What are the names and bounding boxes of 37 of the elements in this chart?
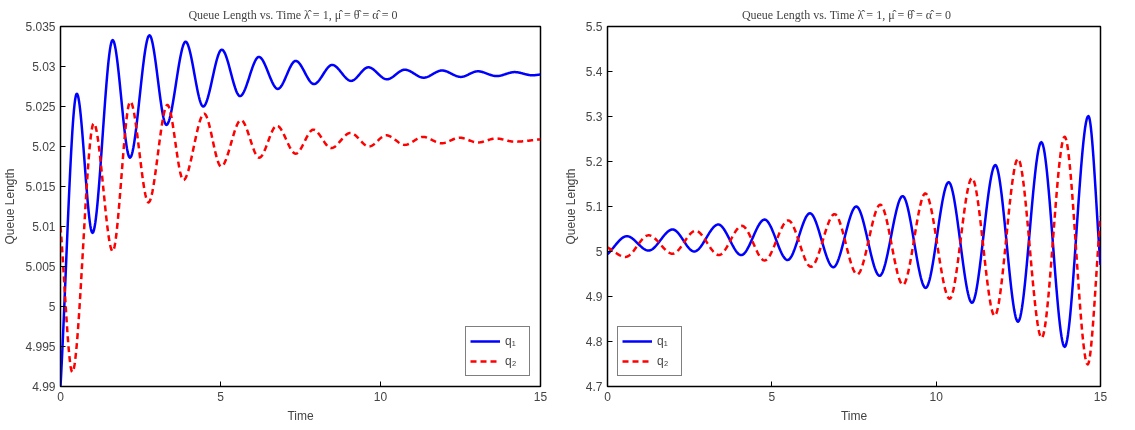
y-tick-label: 5.01 [32, 220, 56, 234]
x-tick-label: 10 [373, 389, 388, 404]
y-tick-label: 4.8 [585, 335, 603, 349]
y-tick-label: 5.02 [32, 140, 56, 154]
x-axis-title: Time [287, 408, 314, 423]
chart-title: Queue Length vs. Time λ̂ = 1, μ̂ = θ̂ = α̂ = 0 [741, 7, 951, 22]
legend-label: q₂ [657, 354, 670, 368]
y-axis-title: Queue Length [563, 168, 578, 245]
y-tick-label: 4.995 [25, 340, 56, 354]
y-tick-label: 5.005 [25, 260, 56, 274]
y-tick-label: 5.025 [25, 100, 56, 114]
x-tick-label: 15 [1093, 389, 1108, 404]
x-tick-label: 0 [57, 389, 65, 404]
y-tick-label: 5.2 [585, 155, 603, 169]
y-tick-label: 5.1 [585, 200, 603, 214]
legend-label: q₂ [505, 354, 518, 368]
y-tick-label: 4.9 [585, 290, 603, 304]
y-tick-label: 5.5 [585, 20, 603, 34]
chart-title: Queue Length vs. Time λ̂ = 1, μ̂ = θ̂ = α̂ = 0 [188, 7, 398, 22]
y-tick-label: 5.035 [25, 20, 56, 34]
x-axis-title: Time [840, 408, 868, 423]
y-tick-label: 4.99 [32, 380, 56, 394]
legend-label: q₁ [505, 334, 517, 348]
x-tick-label: 0 [604, 389, 612, 404]
y-tick-label: 5.015 [25, 180, 56, 194]
y-tick-label: 5 [595, 245, 603, 259]
y-tick-label: 5.3 [585, 110, 603, 124]
legend-label: q₁ [657, 334, 669, 348]
x-tick-label: 5 [768, 389, 776, 404]
x-tick-label: 15 [533, 389, 548, 404]
x-tick-label: 10 [929, 389, 944, 404]
y-tick-label: 5 [48, 300, 56, 314]
x-tick-label: 5 [217, 389, 225, 404]
y-tick-label: 5.03 [32, 60, 56, 74]
y-tick-label: 4.7 [585, 380, 603, 394]
y-axis-title: Queue Length [3, 168, 18, 245]
y-tick-label: 5.4 [585, 65, 603, 79]
